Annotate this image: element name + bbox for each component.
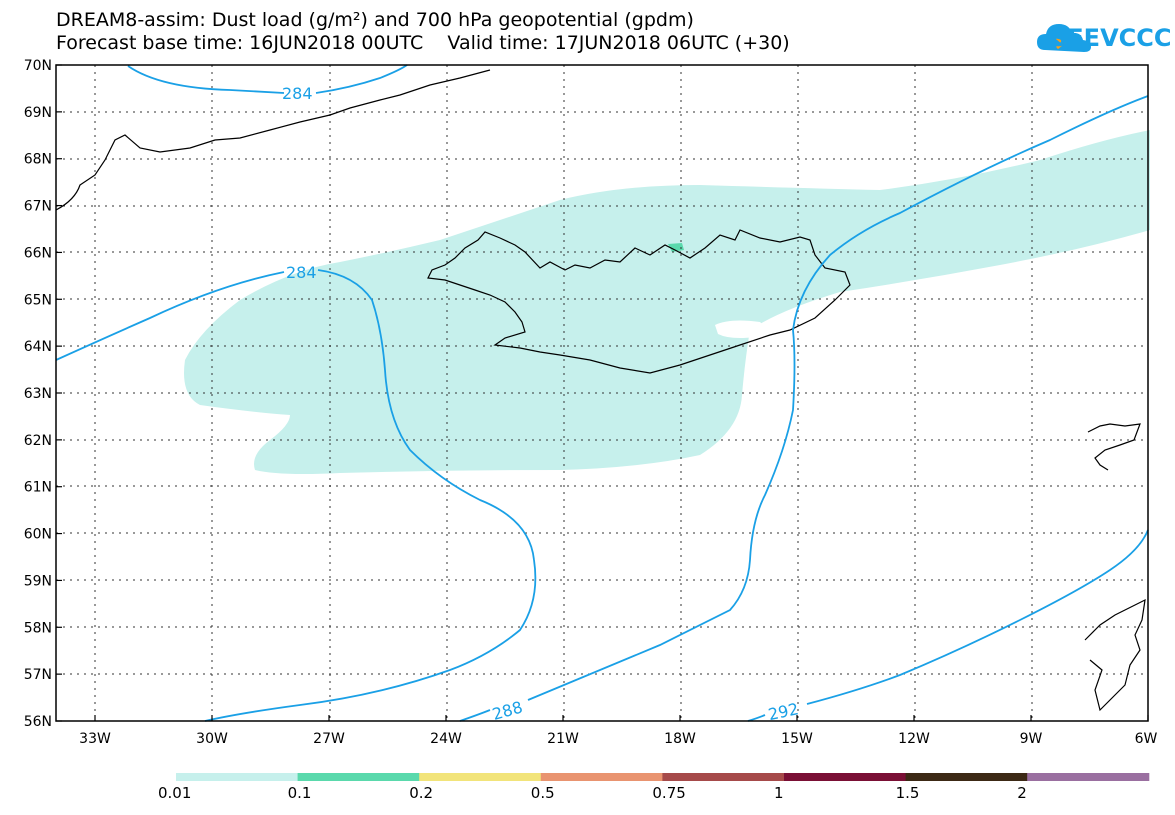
colorbar-label: 1.5 [895, 784, 920, 802]
lon-tick-label: 18W [664, 731, 696, 747]
lat-tick-label: 59N [24, 573, 52, 589]
lat-tick-label: 58N [24, 620, 52, 636]
lon-tick-label: 12W [898, 731, 930, 747]
lon-tick-label: 30W [196, 731, 228, 747]
chart-title-line1: DREAM8-assim: Dust load (g/m²) and 700 h… [56, 9, 694, 31]
logo-text: SEEVCCC [1050, 24, 1172, 52]
contour-288 [459, 95, 1149, 722]
lat-tick-label: 62N [24, 433, 52, 449]
coastline-scotland [1084, 598, 1146, 712]
contour-label: 288 [490, 697, 525, 724]
dust-hole [715, 320, 764, 338]
lat-tick-label: 61N [24, 480, 52, 496]
lat-tick-label: 67N [24, 199, 52, 215]
colorbar-label: 0.1 [287, 784, 312, 802]
lon-tick-label: 6W [1135, 731, 1158, 747]
lat-tick-label: 63N [24, 386, 52, 402]
colorbar-label: 2 [1017, 784, 1027, 802]
lat-tick-label: 64N [24, 339, 52, 355]
colorbar-label: 0.5 [530, 784, 555, 802]
contour-284-main [55, 269, 537, 722]
contour-292 [747, 529, 1149, 722]
cloud-icon [1037, 24, 1091, 52]
lat-tick-label: 57N [24, 667, 52, 683]
lat-tick-label: 70N [24, 58, 52, 74]
chart-title-line2: Forecast base time: 16JUN2018 00UTC Vali… [56, 32, 790, 54]
coastline-faroe [1087, 423, 1141, 471]
lat-tick-label: 65N [24, 292, 52, 308]
lon-tick-label: 21W [547, 731, 579, 747]
lon-tick-label: 27W [313, 731, 345, 747]
contour-label: 284 [282, 84, 313, 103]
lon-tick-label: 33W [79, 731, 111, 747]
contour-284-north [127, 64, 408, 94]
colorbar-label: 0.75 [652, 784, 686, 802]
colorbar-label: 1 [774, 784, 784, 802]
coastline-greenland [55, 69, 491, 211]
lat-tick-label: 60N [24, 527, 52, 543]
lat-tick-label: 56N [24, 714, 52, 730]
colorbar-label: 0.2 [409, 784, 434, 802]
lon-tick-label: 24W [430, 731, 462, 747]
lat-tick-label: 68N [24, 152, 52, 168]
dust-patch-high [668, 243, 684, 252]
colorbar-label: 0.01 [158, 784, 192, 802]
dust-area [184, 130, 1150, 474]
lat-tick-label: 66N [24, 245, 52, 261]
lon-tick-label: 15W [781, 731, 813, 747]
lat-tick-label: 69N [24, 105, 52, 121]
lon-tick-label: 9W [1020, 731, 1043, 747]
contour-label: 284 [286, 263, 317, 282]
coastline-iceland [427, 229, 851, 374]
